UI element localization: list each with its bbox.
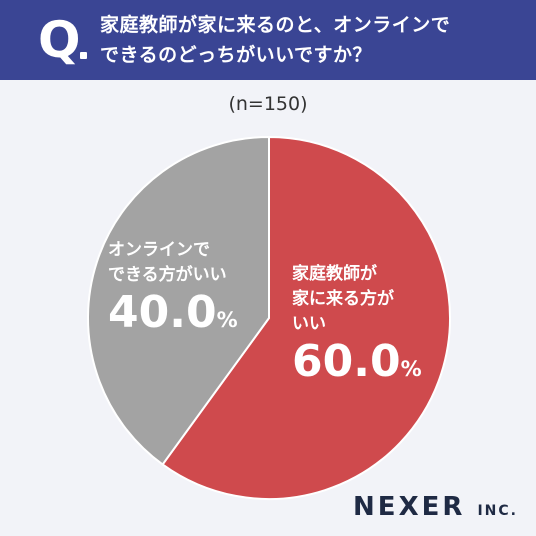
slice-label-online-line1: オンラインで (108, 240, 210, 260)
sample-size-label: (n=150) (228, 93, 308, 115)
logo-suffix: INC. (477, 503, 518, 519)
slice-pct-online-value: 40.0 (108, 287, 217, 338)
slice-pct-online: 40.0% (108, 288, 238, 345)
pie-slice-home (161, 135, 451, 500)
pie-slice-online (87, 135, 270, 466)
slice-label-home-line2: 家に来る方が (292, 289, 394, 309)
question-line-2: できるのどっちがいいですか？ (100, 44, 373, 66)
logo-main: NEXER (353, 492, 466, 522)
slice-pct-home: 60.0% (292, 337, 422, 394)
question-text: 家庭教師が家に来るのと、オンラインで できるのどっちがいいですか？ (100, 10, 520, 70)
slice-label-home-line1: 家庭教師が (292, 264, 377, 284)
slice-pct-home-unit: % (400, 357, 422, 381)
question-line-1: 家庭教師が家に来るのと、オンラインで (100, 14, 451, 36)
slice-pct-home-value: 60.0 (292, 336, 401, 387)
slice-label-online: オンラインで できる方がいい 40.0% (108, 238, 238, 345)
slice-label-home-line3: いい (292, 314, 326, 334)
slice-label-home: 家庭教師が 家に来る方が いい 60.0% (292, 262, 422, 394)
question-mark-dot (80, 52, 87, 59)
question-mark: Q (38, 11, 81, 69)
question-header: Q 家庭教師が家に来るのと、オンラインで できるのどっちがいいですか？ (0, 0, 536, 80)
slice-label-online-line2: できる方がいい (108, 265, 227, 285)
nexer-logo: NEXER INC. (353, 492, 518, 522)
slice-pct-online-unit: % (216, 308, 238, 332)
